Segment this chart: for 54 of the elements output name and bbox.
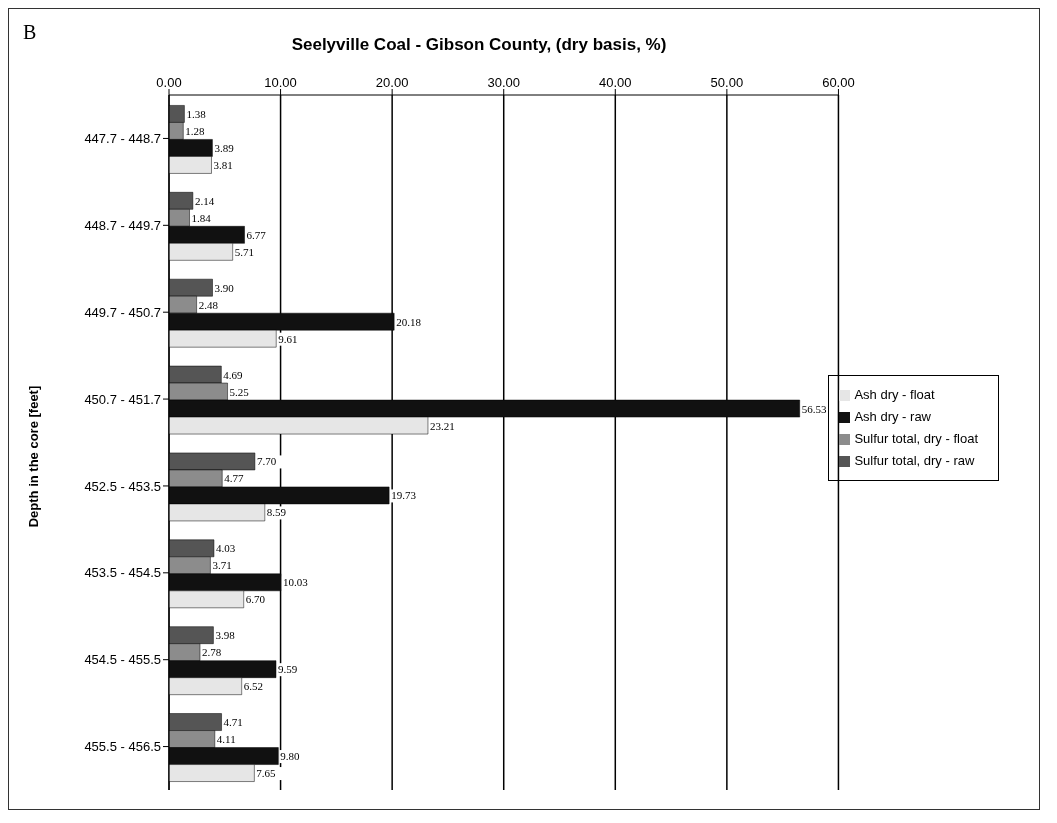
x-tick-label: 50.00 <box>710 75 744 90</box>
data-label: 5.71 <box>234 245 254 258</box>
text: B <box>23 21 37 44</box>
x-tick-label: 20.00 <box>375 75 409 90</box>
x-tick-label: 40.00 <box>599 75 632 90</box>
data-label: 2.14 <box>194 194 215 207</box>
data-label: 5.25 <box>229 385 250 398</box>
data-label: 9.80 <box>280 750 301 763</box>
data-label: 6.70 <box>245 593 266 606</box>
data-label: 4.03 <box>215 542 236 555</box>
data-label: 6.77 <box>246 228 267 241</box>
data-label: 6.52 <box>243 680 263 693</box>
data-label: 3.71 <box>212 559 232 572</box>
legend-label: Ash dry - raw <box>854 408 932 424</box>
y-tick-label: 448.7 - 449.7 <box>84 217 161 233</box>
data-label: 56.53 <box>801 402 827 415</box>
data-label: 10.03 <box>282 576 309 589</box>
data-label: 4.69 <box>223 368 244 381</box>
data-label: 4.77 <box>224 472 244 485</box>
y-tick-label: 453.5 - 454.5 <box>84 565 161 581</box>
y-tick-label: 449.7 - 450.7 <box>84 304 161 320</box>
data-label: 1.84 <box>191 211 212 224</box>
y-tick-label: 450.7 - 451.7 <box>84 391 161 407</box>
data-label: 8.59 <box>266 506 287 519</box>
data-label: 1.38 <box>186 107 207 120</box>
x-tick-label: 0.00 <box>156 75 182 90</box>
data-label: 4.71 <box>223 716 243 729</box>
data-label: 9.61 <box>278 332 298 345</box>
y-tick-label: 452.5 - 453.5 <box>84 478 161 494</box>
data-label: 7.65 <box>256 767 277 780</box>
data-label: 2.78 <box>202 646 222 659</box>
y-axis-title: Depth in the core [feet] <box>25 384 41 530</box>
data-label: 3.98 <box>215 629 236 642</box>
data-label: 9.59 <box>278 663 298 676</box>
y-tick-label: 447.7 - 448.7 <box>84 131 161 147</box>
data-label: 1.28 <box>185 124 206 137</box>
data-label: 20.18 <box>396 315 422 328</box>
legend-label: Sulfur total, dry - raw <box>854 452 975 468</box>
data-label: 23.21 <box>429 419 455 432</box>
data-label: 3.89 <box>214 141 235 154</box>
x-tick-label: 30.00 <box>487 75 520 90</box>
chart-title: Seelyville Coal - Gibson County, (dry basis, %) <box>290 34 668 55</box>
y-tick-label: 455.5 - 456.5 <box>84 739 161 755</box>
data-label: 7.70 <box>256 455 277 468</box>
data-label: 19.73 <box>391 489 417 502</box>
x-tick-label: 10.00 <box>264 75 297 90</box>
legend-label: Ash dry - float <box>854 386 935 402</box>
data-label: 4.11 <box>216 733 236 746</box>
data-label: 3.90 <box>214 281 235 294</box>
legend-label: Sulfur total, dry - float <box>854 430 978 446</box>
data-label: 2.48 <box>198 298 219 311</box>
x-tick-label: 60.00 <box>822 75 855 90</box>
y-tick-label: 454.5 - 455.5 <box>84 652 161 668</box>
data-label: 3.81 <box>213 158 233 171</box>
